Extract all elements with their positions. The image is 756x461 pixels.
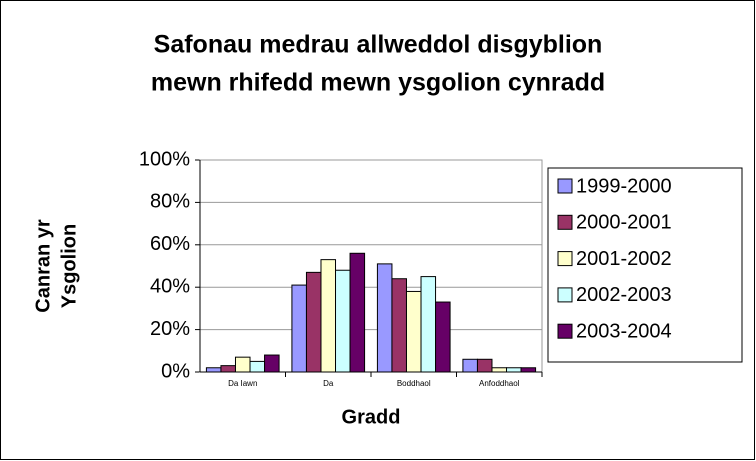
y-axis-label: Canran yr [32,219,54,313]
bar [405,290,422,373]
legend-swatch [557,214,573,230]
legend-label: 2001-2002 [576,248,672,270]
bar [491,367,508,373]
x-tick-label: Boddhaol [397,379,431,388]
bar [249,360,266,373]
legend-swatch [557,178,573,194]
bar [435,301,451,373]
bar [391,278,407,373]
bar [234,356,251,373]
y-tick-label: 40% [150,275,190,297]
x-tick-label: Da Iawn [228,379,257,388]
x-tick-label: Da [323,379,334,388]
chart-title: mewn rhifedd mewn ysgolion cynradd [151,69,605,97]
y-tick-label: 0% [161,360,190,382]
bar [420,276,437,373]
legend-label: 2003-2004 [576,320,672,342]
legend-swatch [557,251,573,267]
bar [335,269,351,373]
bar [462,358,478,373]
bar [305,271,322,373]
bar [205,367,222,373]
y-tick-label: 20% [150,318,190,340]
bar [476,358,493,373]
y-axis-label: Ysgolion [58,224,80,308]
x-axis-label: Gradd [342,406,401,428]
legend-swatch [557,287,573,303]
legend-label: 1999-2000 [576,175,672,197]
chart-title: Safonau medrau allweddol disgyblion [154,31,603,59]
bar [220,365,236,373]
legend [547,167,743,363]
bar [320,259,337,373]
bar [349,252,366,373]
y-tick-label: 100% [139,148,190,170]
y-tick-label: 60% [150,233,190,255]
legend-swatch [557,323,573,339]
bar [506,367,522,373]
bar [520,367,537,373]
bar [291,284,307,373]
legend-label: 2002-2003 [576,284,672,306]
y-tick-label: 80% [150,191,190,213]
bar [264,354,280,373]
x-tick-label: Anfoddhaol [479,379,520,388]
legend-label: 2000-2001 [576,212,672,234]
bar [376,263,393,373]
